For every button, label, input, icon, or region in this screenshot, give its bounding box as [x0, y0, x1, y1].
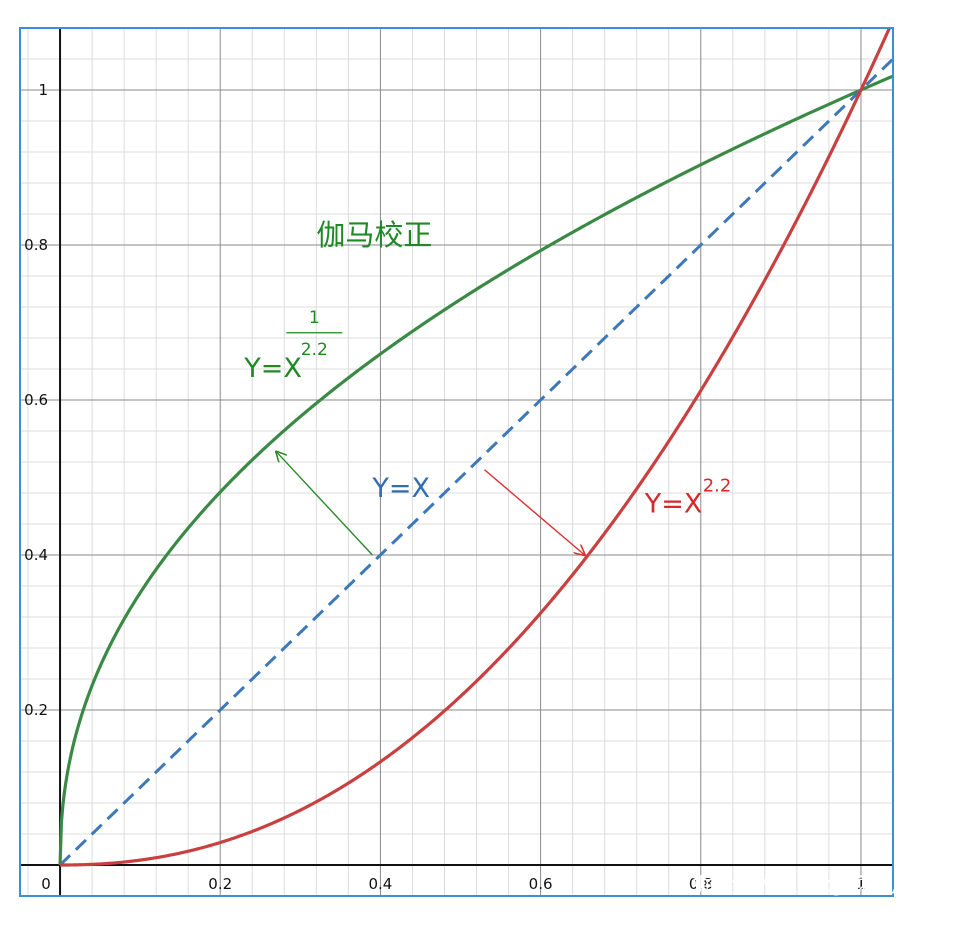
x-tick-label: 0.8 [689, 875, 713, 893]
y-tick-label: 1 [38, 81, 48, 99]
green-exponent-numerator: 1 [309, 308, 320, 328]
series-line-2 [59, 57, 893, 867]
blue-line-label: Y=X [371, 473, 430, 504]
x-tick-label: 1 [856, 875, 866, 893]
annotation-arrow [484, 469, 585, 555]
y-tick-label: 0.4 [24, 546, 48, 564]
y-tick-label: 0.8 [24, 236, 48, 254]
y-tick-label: 0.6 [24, 391, 48, 409]
red-curve-exponent: 2.2 [703, 475, 732, 496]
annotation-arrows [276, 452, 584, 555]
x-tick-label: 0.2 [208, 875, 232, 893]
x-tick-label: 0.6 [529, 875, 553, 893]
x-tick-label: 0 [41, 875, 51, 893]
y-tick-label: 0.2 [24, 701, 48, 719]
annotation-arrow [276, 452, 373, 556]
series-line-1 [58, 74, 893, 866]
red-curve-label: Y=X [644, 488, 703, 519]
series-line-3 [60, 28, 892, 867]
series-layer [58, 28, 893, 867]
axes-frame [19, 27, 894, 897]
annotation-labels: 伽马校正 Y=X 1 2.2 Y=X Y=X 2.2 [243, 218, 731, 519]
green-exponent-denominator: 2.2 [301, 340, 328, 360]
chart-title-annotation: 伽马校正 [316, 218, 432, 252]
watermark: 掘金技术社区 @ 乘风转舵 [693, 873, 937, 897]
green-curve-label: Y=X [243, 353, 302, 384]
tick-labels: 0 0.2 0.4 0.6 0.8 1 0.2 0.4 0.6 0.8 1 [24, 81, 866, 893]
x-tick-label: 0.4 [368, 875, 392, 893]
